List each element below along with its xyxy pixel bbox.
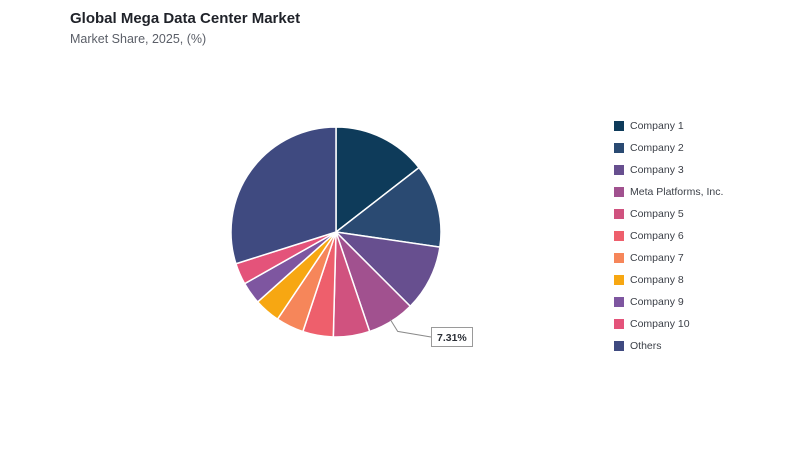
legend-label: Company 8: [630, 274, 684, 286]
legend-item-company-9[interactable]: Company 9: [614, 291, 723, 313]
legend-item-company-6[interactable]: Company 6: [614, 225, 723, 247]
legend-swatch: [614, 165, 624, 175]
legend-swatch: [614, 231, 624, 241]
legend-item-company-8[interactable]: Company 8: [614, 269, 723, 291]
legend-label: Company 9: [630, 296, 684, 308]
pie-slice-company-2[interactable]: [335, 166, 442, 248]
pie-slices: [230, 126, 442, 338]
legend-item-company-10[interactable]: Company 10: [614, 313, 723, 335]
legend-label: Company 5: [630, 208, 684, 220]
legend-swatch: [614, 187, 624, 197]
legend-item-meta-platforms[interactable]: Meta Platforms, Inc.: [614, 181, 723, 203]
chart-title: Global Mega Data Center Market: [70, 10, 301, 27]
legend-swatch: [614, 297, 624, 307]
legend-item-company-7[interactable]: Company 7: [614, 247, 723, 269]
pie-slice-others[interactable]: [230, 126, 337, 265]
legend-label: Others: [630, 340, 662, 352]
legend-label: Meta Platforms, Inc.: [630, 186, 724, 198]
legend-swatch: [614, 275, 624, 285]
legend-label: Company 6: [630, 230, 684, 242]
legend-item-company-1[interactable]: Company 1: [614, 115, 723, 137]
legend-swatch: [614, 209, 624, 219]
legend-label: Company 3: [630, 164, 684, 176]
legend-label: Company 2: [630, 142, 684, 154]
legend-label: Company 10: [630, 318, 690, 330]
legend-swatch: [614, 143, 624, 153]
pie-slice-company-1[interactable]: [335, 126, 420, 233]
legend-item-company-2[interactable]: Company 2: [614, 137, 723, 159]
legend-label: Company 7: [630, 252, 684, 264]
legend-label: Company 1: [630, 120, 684, 132]
callout-leader-line: [389, 319, 432, 338]
data-label-meta-platforms: 7.31%: [431, 327, 473, 347]
legend-item-company-5[interactable]: Company 5: [614, 203, 723, 225]
legend-swatch: [614, 319, 624, 329]
chart-legend: Company 1 Company 2 Company 3 Meta Platf…: [614, 115, 723, 357]
chart-subtitle: Market Share, 2025, (%): [70, 32, 207, 46]
legend-swatch: [614, 341, 624, 351]
legend-swatch: [614, 121, 624, 131]
legend-item-others[interactable]: Others: [614, 335, 723, 357]
chart-header: Global Mega Data Center Market Market Sh…: [70, 9, 300, 47]
legend-swatch: [614, 253, 624, 263]
legend-item-company-3[interactable]: Company 3: [614, 159, 723, 181]
